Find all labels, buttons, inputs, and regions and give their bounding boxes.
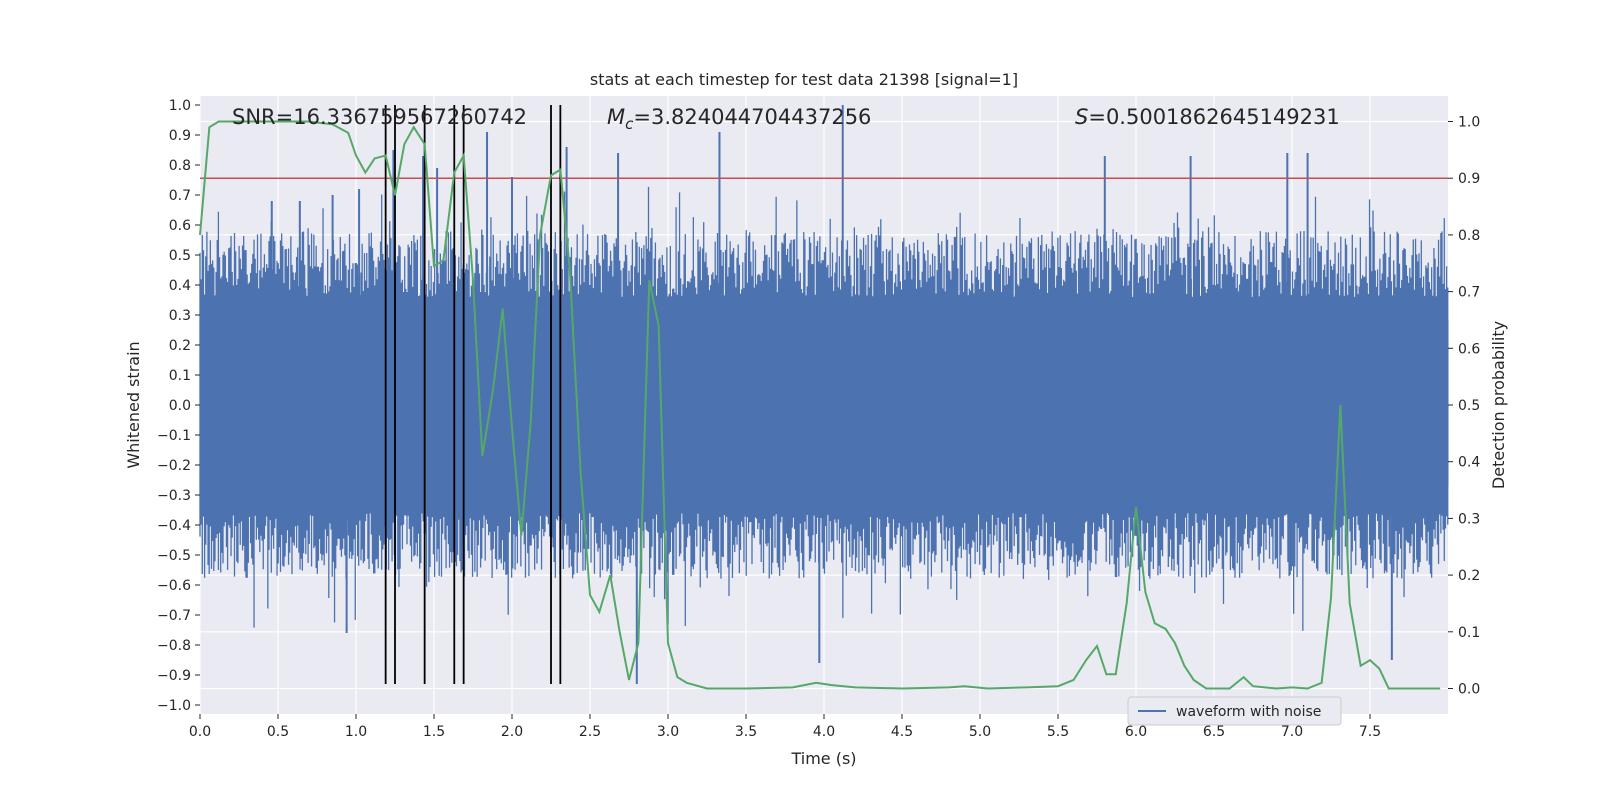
y-right-axis-label: Detection probability [1489,321,1508,489]
statistic-symbol: S [1075,105,1088,129]
y-tick-label: −0.1 [157,428,191,444]
y-right-tick-label: 0.6 [1458,341,1480,357]
y-right-tick-labels: 1.0 0.9 0.8 0.7 0.6 0.5 0.4 0.3 0.2 0.1 0.0 [1448,115,1480,697]
chirp-mass-annotation: Mc=3.824044704437256 [607,105,871,133]
waveform-peaks [270,105,1393,684]
y-tick-label: 0.8 [169,158,191,174]
y-tick-label: 0.3 [169,308,191,324]
y-axis-label: Whitened strain [124,341,143,468]
y-right-tick-label: 0.1 [1458,625,1480,641]
probability-series [199,120,1441,690]
y-tick-labels: 1.0 0.9 0.8 0.7 0.6 0.5 0.4 0.3 0.2 0.1 0.0 −0.1 −0.… [157,98,200,714]
y-tick-label: −0.4 [157,518,191,534]
legend: waveform with noise [1127,696,1342,726]
x-tick-label: 5.0 [969,724,991,740]
y-tick-label: −0.7 [157,608,191,624]
x-tick-label: 5.5 [1047,724,1069,740]
y-tick-label: −1.0 [157,698,191,714]
y-right-tick-label: 0.7 [1458,285,1480,301]
x-tick-label: 0.5 [267,724,289,740]
y-right-tick-label: 0.8 [1458,228,1480,244]
waveform-noise [199,186,1449,631]
y-tick-label: 0.0 [169,398,191,414]
chirp-mass-value: =3.824044704437256 [633,105,871,129]
y-tick-label: −0.9 [157,668,191,684]
y-tick-label: −0.5 [157,548,191,564]
chirp-mass-symbol: M [607,105,625,129]
chart-title: stats at each timestep for test data 213… [590,70,1018,89]
y-right-tick-label: 0.0 [1458,681,1480,697]
y-tick-label: 0.5 [169,248,191,264]
y-tick-label: 0.9 [169,128,191,144]
y-tick-label: 0.4 [169,278,191,294]
x-axis-label: Time (s) [790,749,856,768]
x-tick-label: 3.0 [657,724,679,740]
x-tick-label: 1.5 [423,724,445,740]
vertical-markers [384,105,562,684]
y-tick-label: 0.1 [169,368,191,384]
y-tick-label: 0.7 [169,188,191,204]
y-tick-label: −0.6 [157,578,191,594]
legend-box [1127,696,1342,726]
x-tick-labels: 0.0 0.5 1.0 1.5 2.0 2.5 3.0 3.5 4.0 4.5 5.0 5.5 6.0 6… [189,714,1381,740]
legend-label: waveform with noise [1176,704,1321,720]
snr-annotation: SNR=16.336759567260742 [232,105,527,129]
y-tick-label: 1.0 [169,98,191,114]
x-tick-label: 1.0 [345,724,367,740]
x-tick-label: 3.5 [735,724,757,740]
y-tick-label: 0.6 [169,218,191,234]
y-tick-label: −0.2 [157,458,191,474]
x-tick-label: 2.5 [579,724,601,740]
x-tick-label: 6.5 [1203,724,1225,740]
y-right-tick-label: 0.9 [1458,171,1480,187]
statistic-value: =0.5001862645149231 [1088,105,1339,129]
y-tick-label: −0.3 [157,488,191,504]
x-tick-label: 7.0 [1281,724,1303,740]
y-right-tick-label: 1.0 [1458,115,1480,131]
x-tick-label: 7.5 [1359,724,1381,740]
x-tick-label: 6.0 [1125,724,1147,740]
y-right-tick-label: 0.5 [1458,398,1480,414]
x-tick-label: 4.0 [813,724,835,740]
x-tick-label: 0.0 [189,724,211,740]
statistic-annotation: S=0.5001862645149231 [1075,105,1340,129]
chirp-mass-subscript: c [625,115,634,133]
y-right-tick-label: 0.3 [1458,511,1480,527]
y-tick-label: 0.2 [169,338,191,354]
x-tick-label: 4.5 [891,724,913,740]
y-tick-label: −0.8 [157,638,191,654]
y-right-tick-label: 0.4 [1458,455,1480,471]
x-tick-label: 2.0 [501,724,523,740]
waveform-series [199,105,1449,684]
y-right-tick-label: 0.2 [1458,568,1480,584]
